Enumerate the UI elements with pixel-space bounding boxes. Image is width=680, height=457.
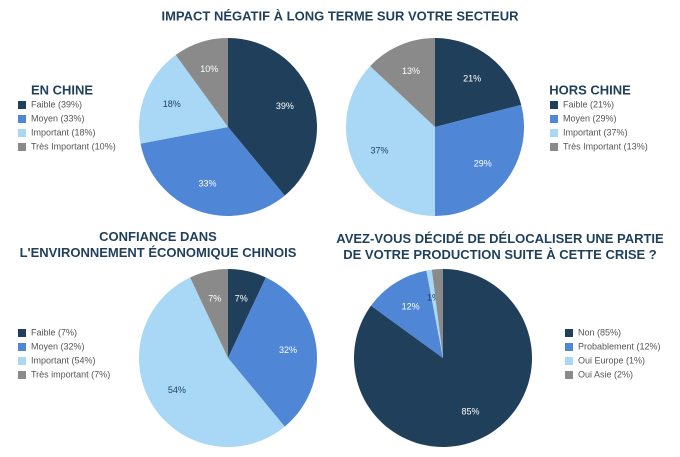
legend-swatch <box>18 343 26 351</box>
legend-label: Important (54%) <box>31 355 96 365</box>
legend-label: Faible (21%) <box>563 99 614 109</box>
legend-swatch <box>550 115 558 123</box>
data-label: 13% <box>402 66 420 76</box>
data-label: 37% <box>370 145 388 155</box>
legend-swatch <box>550 143 558 151</box>
page-title: IMPACT NÉGATIF À LONG TERME SUR VOTRE SE… <box>161 8 519 23</box>
legend-swatch <box>18 371 26 379</box>
pie-slice <box>228 277 318 427</box>
legend-label: Moyen (32%) <box>31 341 85 351</box>
pie-slice <box>346 66 435 216</box>
legend-swatch <box>565 371 573 379</box>
data-label: 39% <box>276 101 294 111</box>
legend-swatch <box>18 329 26 337</box>
data-label: 12% <box>402 301 420 311</box>
data-label: 54% <box>168 385 186 395</box>
legend-swatch <box>18 129 26 137</box>
data-label: 33% <box>198 178 216 188</box>
pie-slice <box>139 277 285 447</box>
legend-label: Faible (39%) <box>31 99 82 109</box>
data-label: 7% <box>208 293 221 303</box>
chart-title: HORS CHINE <box>549 82 631 97</box>
pie-slice <box>370 270 443 358</box>
legend-label: Très Important (10%) <box>31 141 116 151</box>
legend-swatch <box>18 143 26 151</box>
pie-slice <box>435 38 522 127</box>
data-label: 7% <box>235 293 248 303</box>
data-label: 10% <box>200 64 218 74</box>
legend-label: Très important (7%) <box>31 369 110 379</box>
legend-label: Moyen (29%) <box>563 113 617 123</box>
pie-slice <box>228 269 266 358</box>
pie-slice <box>190 269 228 358</box>
legend-swatch <box>565 329 573 337</box>
legend-label: Oui Europe (1%) <box>578 355 645 365</box>
legend-label: Probablement (12%) <box>578 341 661 351</box>
legend-label: Faible (7%) <box>31 327 77 337</box>
pie-slice <box>370 38 435 127</box>
legend-swatch <box>18 357 26 365</box>
chart-title: CONFIANCE DANS L'ENVIRONNEMENT ÉCONOMIQUE… <box>20 229 297 260</box>
legend-swatch <box>18 115 26 123</box>
legend-label: Oui Asie (2%) <box>578 369 633 379</box>
pie-slice <box>426 269 443 358</box>
legend-label: Moyen (33%) <box>31 113 85 123</box>
pie-slice <box>139 54 228 144</box>
legend-swatch <box>18 101 26 109</box>
legend-swatch <box>565 357 573 365</box>
pie-slice <box>228 38 318 196</box>
pie-slice <box>175 38 228 127</box>
pie-slice <box>435 104 524 216</box>
legend-swatch <box>550 101 558 109</box>
legend-label: Non (85%) <box>578 327 621 337</box>
legend-swatch <box>550 129 558 137</box>
data-label: 18% <box>163 99 181 109</box>
chart-title: EN CHINE <box>31 82 93 97</box>
data-label: 29% <box>474 158 492 168</box>
legend-label: Important (37%) <box>563 127 628 137</box>
data-label: 32% <box>279 345 297 355</box>
legend-label: Important (18%) <box>31 127 96 137</box>
pie-slice <box>140 127 285 217</box>
legend-swatch <box>565 343 573 351</box>
data-label: 21% <box>463 74 481 84</box>
data-label: 85% <box>461 406 479 416</box>
legend-label: Très Important (13%) <box>563 141 648 151</box>
data-label: 1% <box>427 293 440 303</box>
pie-slice <box>431 269 443 358</box>
chart-title: AVEZ-VOUS DÉCIDÉ DE DÉLOCALISER UNE PART… <box>336 231 664 262</box>
